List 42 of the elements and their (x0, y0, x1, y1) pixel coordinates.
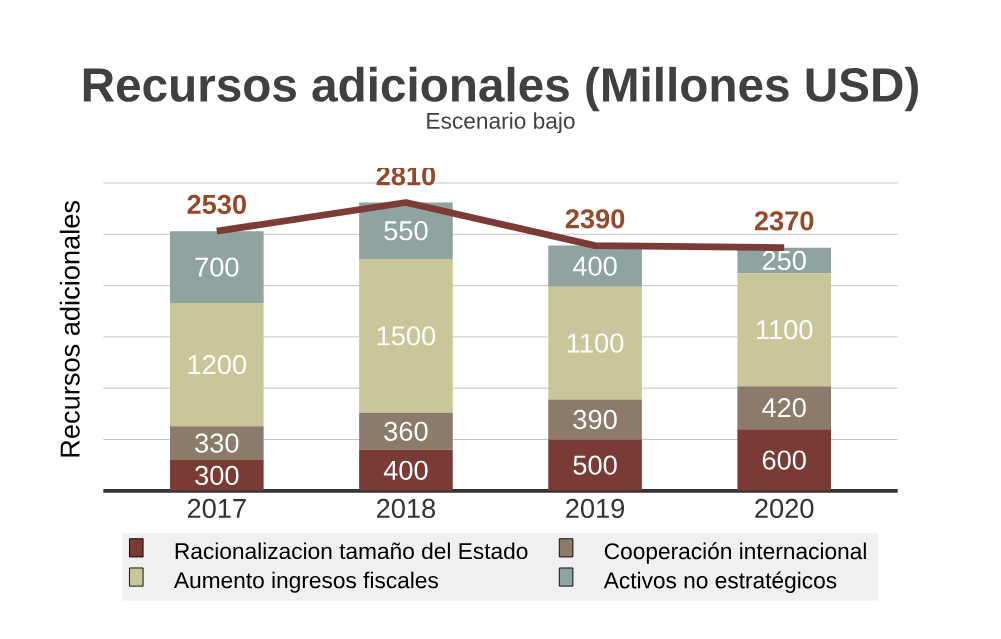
text: Escenario bajo (427, 112, 575, 134)
bar (169, 231, 264, 303)
data-label: 2370 (754, 211, 814, 231)
data-label: 1500 (377, 326, 436, 346)
bar (359, 449, 453, 491)
data-label: 300 (195, 465, 239, 485)
data-label: 500 (573, 455, 617, 475)
data-label: 390 (573, 409, 617, 429)
bar (548, 399, 642, 440)
data-label: 700 (195, 257, 239, 277)
data-label: 1100 (567, 333, 624, 353)
data-label: 420 (762, 397, 806, 418)
x-tick-label: 2018 (377, 498, 436, 518)
bar (169, 425, 264, 460)
bar (548, 439, 642, 491)
data-label: 250 (762, 250, 806, 270)
y-axis-title: Recursos adicionales (59, 200, 80, 457)
bar (737, 273, 832, 386)
data-label: 330 (195, 433, 239, 453)
data-label: 550 (384, 220, 428, 241)
data-label: 600 (762, 450, 806, 470)
bar (359, 412, 453, 450)
x-tick-label: 2020 (755, 498, 814, 518)
data-label: 400 (572, 256, 617, 276)
bar (359, 258, 453, 413)
data-label: 1200 (188, 354, 247, 375)
legend-label: Activos no estratégicos (603, 571, 837, 593)
bar (737, 385, 832, 430)
data-label: 360 (384, 421, 428, 441)
data-label: 2530 (187, 194, 246, 214)
x-tick-label: 2019 (566, 498, 625, 518)
legend-label: Aumento ingresos fiscales (173, 571, 438, 593)
x-tick-label: 2017 (187, 498, 246, 518)
legend-label: Racionalizacion tamaño del Estado (175, 542, 528, 559)
bar (737, 429, 832, 491)
legend-label: Cooperación internacional (604, 542, 866, 564)
bar (169, 302, 264, 426)
text: Recursos adicionales (Millones USD) (83, 66, 918, 112)
bar (548, 286, 642, 400)
data-label: 400 (383, 460, 428, 480)
data-label: 1100 (756, 319, 813, 340)
data-label: 2390 (565, 209, 625, 229)
